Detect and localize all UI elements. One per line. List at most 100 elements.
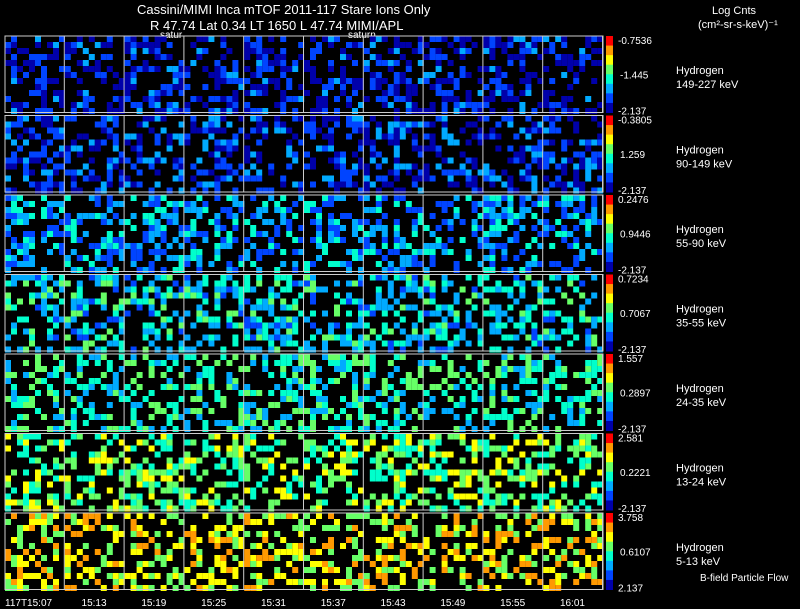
colorbar-segment [606,83,613,94]
colorbar-segment [606,452,613,463]
panel-border [4,35,604,113]
colorbar-segment [606,401,613,412]
scale-max-label: 3.758 [618,513,643,524]
colorbar-segment [606,45,613,56]
species-label: Hydrogen [676,304,724,316]
panel-1 [5,36,604,114]
footer-note: B-field Particle Flow [700,573,789,584]
scale-min-label: -2.137 [618,504,647,515]
x-tick-label: 15:43 [381,598,406,609]
species-label: Hydrogen [676,65,724,77]
species-label: Hydrogen [676,463,724,475]
colorbar-segment [606,579,613,590]
energy-label: 5-13 keV [676,556,721,568]
colorbar-segment [606,163,613,174]
scale-mid-label: 0.2897 [620,388,651,399]
x-tick-label: 117T15:07 [5,598,53,609]
colorbar-title: Log Cnts [712,5,757,17]
energy-label: 13-24 keV [676,477,727,489]
colorbar-segment [606,64,613,75]
colorbar-segment [606,55,613,66]
scale-max-label: -0.3805 [618,116,652,127]
colorbar-segment [606,532,613,543]
colorbar-segment [606,560,613,571]
panel-border [4,512,604,590]
colorbar-segment [606,134,613,145]
colorbar-segment [606,214,613,225]
scale-mid-label: 0.7067 [620,309,651,320]
scale-min-label: -2.137 [618,345,647,356]
colorbar-segment [606,293,613,304]
colorbar-segment [606,500,613,511]
colorbar-segment [606,392,613,403]
panel-border [4,353,604,431]
colorbar-segment [606,36,613,47]
colorbar-units: (cm²-sr-s-keV)⁻¹ [698,19,778,31]
colorbar-segment [606,420,613,431]
energy-label: 24-35 keV [676,397,727,409]
species-label: Hydrogen [676,224,724,236]
orbit-info: R 47.74 Lat 0.34 LT 1650 L 47.74 MIMI/AP… [150,18,404,33]
colorbar-segment [606,354,613,365]
colorbar-segment [606,551,613,562]
scale-min-label: 2.137 [618,584,643,595]
colorbar-segment [606,433,613,444]
scale-max-label: 0.7234 [618,275,649,286]
energy-label: 90-149 keV [676,159,733,171]
colorbar-segment [606,490,613,501]
colorbar-segment [606,312,613,323]
colorbar-segment [606,373,613,384]
colorbar-segment [606,284,613,295]
plot-title: Cassini/MIMI Inca mTOF 2011-117 Stare Io… [137,2,431,17]
panel-border [4,433,604,511]
x-tick-label: 15:25 [201,598,226,609]
scale-max-label: -0.7536 [618,36,652,47]
colorbar-segment [606,144,613,155]
species-label: Hydrogen [676,145,724,157]
panel-5 [5,354,604,432]
colorbar-segment [606,341,613,352]
species-label: Hydrogen [676,383,724,395]
scale-min-label: -2.137 [618,266,647,277]
colorbar-segment [606,125,613,136]
scale-min-label: -2.137 [618,425,647,436]
colorbar-segment [606,274,613,285]
x-tick-label: 16:01 [560,598,585,609]
scale-max-label: 2.581 [618,434,643,445]
colorbar-segment [606,303,613,314]
colorbar-segment [606,223,613,234]
colorbar-segment [606,153,613,164]
x-tick-label: 15:19 [141,598,166,609]
panel-border [4,274,604,352]
colorbar-segment [606,93,613,104]
panel-3 [5,195,604,273]
scale-max-label: 0.2476 [618,195,649,206]
colorbar-segment [606,172,613,183]
energy-label: 35-55 keV [676,318,727,330]
scale-mid-label: 0.2221 [620,468,651,479]
x-tick-label: 15:55 [500,598,525,609]
colorbar-segment [606,462,613,473]
colorbar-segment [606,411,613,422]
colorbar-segment [606,195,613,206]
panel-border [4,194,604,272]
colorbar-segment [606,74,613,85]
colorbar-segment [606,513,613,524]
colorbar-segment [606,471,613,482]
x-tick-label: 15:37 [321,598,346,609]
colorbar-segment [606,242,613,253]
colorbar-segment [606,443,613,454]
colorbar-segment [606,233,613,244]
x-tick-label: 15:13 [82,598,107,609]
colorbar-segment [606,382,613,393]
x-tick-label: 15:49 [440,598,465,609]
scale-max-label: 1.557 [618,354,643,365]
scale-mid-label: 0.6107 [620,547,651,558]
colorbar-segment [606,252,613,263]
energy-label: 55-90 keV [676,238,727,250]
scale-min-label: -2.137 [618,186,647,197]
scale-min-label: -2.137 [618,107,647,118]
scale-mid-label: 1.259 [620,150,645,161]
colorbar-segment [606,570,613,581]
